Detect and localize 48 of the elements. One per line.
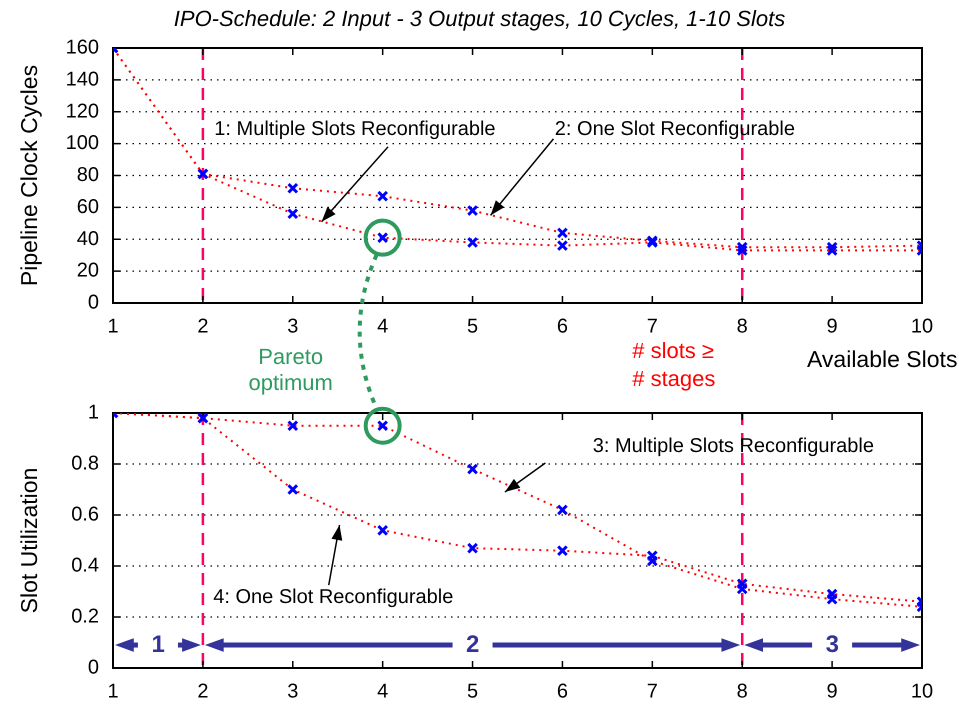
x-tick-label: 4	[377, 680, 388, 703]
y-tick-label: 140	[66, 68, 99, 90]
y-tick-label: 0.8	[71, 452, 99, 475]
x-tick-label: 10	[910, 316, 934, 338]
y-tick-label: 160	[66, 36, 99, 59]
y-tick-label: 100	[66, 132, 99, 154]
x-tick-label: 9	[826, 680, 838, 703]
x-tick-label: 1	[107, 316, 119, 338]
y-tick-label: 0.6	[71, 504, 99, 526]
y-tick-label: 1	[88, 402, 99, 424]
x-tick-label: 5	[466, 316, 478, 338]
x-tick-label: 2	[197, 316, 208, 338]
y-tick-label: 0.2	[71, 606, 99, 628]
y-tick-label: 40	[76, 228, 99, 250]
y-tick-label: 120	[66, 100, 99, 122]
x-tick-label: 9	[826, 316, 838, 338]
x-tick-label: 1	[107, 680, 119, 703]
x-tick-label: 4	[377, 316, 388, 338]
text: Pareto optimum	[247, 344, 334, 396]
x-tick-label: 8	[736, 316, 748, 338]
x-tick-label: 6	[556, 680, 568, 703]
annotation: 2	[466, 631, 480, 660]
x-tick-label: 7	[646, 316, 658, 338]
chart-title: IPO-Schedule: 2 Input - 3 Output stages, 10 Cycles, 1-10 Slots	[172, 6, 786, 32]
annotation: 3	[826, 631, 839, 660]
y-axis-title: Pipeline Clock Cycles	[16, 64, 42, 286]
x-tick-label: 8	[736, 680, 748, 703]
y-axis-title: Slot Utilization	[16, 468, 42, 614]
annotation: 1	[151, 631, 165, 660]
x-tick-label: 7	[646, 680, 658, 703]
annotation: 2: One Slot Reconfigurable	[554, 118, 795, 141]
y-tick-label: 0	[88, 292, 99, 314]
text: # slots ≥ # stages	[632, 337, 716, 393]
series-label: 4: One Slot Reconfigurable	[213, 586, 454, 609]
y-tick-label: 20	[76, 260, 99, 282]
series-label: 1: Multiple Slots Reconfigurable	[214, 118, 496, 141]
x-tick-label: 5	[466, 680, 478, 703]
y-tick-label: 0.4	[71, 554, 99, 577]
x-tick-label: 3	[287, 316, 298, 338]
x-tick-label: 2	[197, 680, 208, 703]
x-axis-title: Available Slots	[807, 346, 958, 372]
y-tick-label: 60	[76, 196, 99, 218]
x-tick-label: 6	[556, 316, 568, 338]
y-tick-label: 80	[76, 164, 99, 186]
y-tick-label: 0	[88, 656, 99, 679]
text: 3: Multiple Slots Reconfigurable	[592, 435, 874, 458]
x-tick-label: 3	[287, 680, 298, 703]
x-tick-label: 10	[910, 680, 934, 703]
